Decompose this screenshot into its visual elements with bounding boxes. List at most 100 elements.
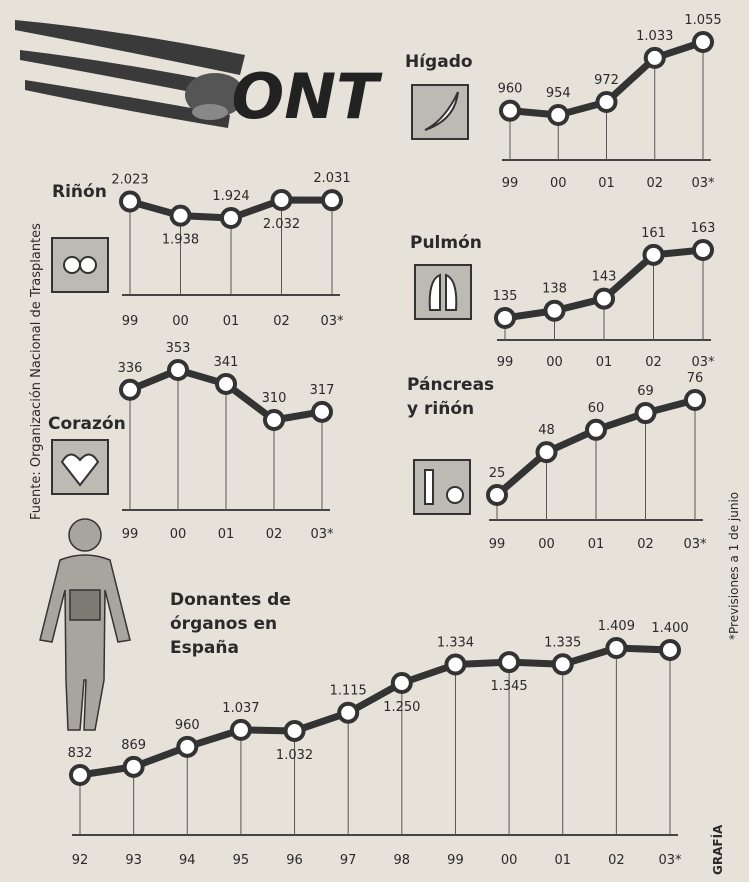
data-label: 972 [594,73,619,88]
x-tick-label: 01 [598,176,615,191]
x-tick-label: 03* [691,176,715,191]
data-label: 76 [687,371,704,386]
point [551,653,574,676]
x-tick-label: 98 [394,853,411,868]
x-tick-label: 03* [658,853,682,868]
data-label: 1.924 [212,189,249,204]
x-tick-label: 99 [489,537,506,552]
data-label: 869 [121,738,146,753]
data-label: 138 [542,282,567,297]
chart-title: Páncreas y riñón [407,375,495,419]
point [684,389,706,411]
point [176,735,199,758]
data-label: 1.250 [383,700,420,715]
x-tick-label: 00 [501,853,518,868]
point [122,755,145,778]
x-tick-label: 02 [645,355,662,370]
data-label: 69 [637,384,654,399]
point [692,31,714,53]
credit: GRAFÍA [710,824,725,875]
x-tick-label: 99 [502,176,519,191]
x-tick-label: 97 [340,853,357,868]
point [337,701,360,724]
point [499,99,521,122]
data-label: 1.335 [544,635,581,650]
x-tick-label: 00 [172,314,189,329]
data-label: 960 [498,82,523,97]
x-tick-label: 02 [637,537,654,552]
point [494,307,516,329]
point [642,243,665,266]
data-label: 317 [310,383,335,398]
x-tick-label: 02 [266,527,283,542]
footnote: *Previsiones a 1 de junio [727,492,741,640]
point [444,653,467,676]
x-tick-label: 01 [596,355,613,370]
point [585,418,607,441]
data-label: 310 [262,391,287,406]
point [547,104,570,126]
point [215,372,237,395]
point [643,46,666,69]
data-label: 353 [166,341,191,356]
x-tick-label: 96 [286,853,303,868]
point [270,189,293,211]
x-tick-label: 99 [122,527,139,542]
x-tick-label: 00 [550,176,567,191]
point [390,671,413,694]
data-label: 163 [691,221,716,236]
data-label: 341 [214,355,239,370]
point [692,239,714,261]
point [69,764,91,786]
chart-title: Hígado [405,52,473,72]
data-label: 48 [538,423,555,438]
x-tick-label: 94 [179,853,196,868]
x-tick-label: 02 [273,314,290,329]
data-label: 1.033 [636,29,673,44]
point [659,638,681,661]
data-label: 143 [592,270,617,285]
point [634,402,657,425]
x-tick-label: 92 [72,853,89,868]
point [486,484,508,506]
point [535,441,558,464]
data-label: 60 [588,401,605,416]
point [321,189,343,212]
point [263,409,285,431]
chart-title: Corazón [48,414,126,434]
x-tick-label: 00 [170,527,187,542]
data-label: 1.037 [222,701,259,716]
x-tick-label: 03* [691,355,715,370]
point [119,378,141,401]
x-tick-label: 01 [223,314,240,329]
x-tick-label: 02 [646,176,663,191]
x-tick-label: 93 [125,853,142,868]
point [283,719,306,742]
data-label: 1.400 [651,621,688,636]
data-label: 1.032 [276,748,313,763]
human-figure [39,518,131,731]
data-label: 135 [493,289,518,304]
data-label: 1.345 [490,679,527,694]
data-label: 832 [68,746,93,761]
point [498,651,521,674]
x-tick-label: 01 [218,527,235,542]
data-label: 161 [641,226,666,241]
data-label: 2.032 [263,217,300,232]
x-tick-label: 99 [122,314,139,329]
x-tick-label: 99 [447,853,464,868]
x-tick-label: 03* [310,527,334,542]
source: Fuente: Organización Nacional de Traspla… [29,223,44,520]
data-label: 954 [546,86,571,101]
point [229,718,252,741]
chart-title: Riñón [52,182,107,202]
x-tick-label: 00 [546,355,563,370]
chart-title: Pulmón [410,233,482,253]
data-label: 2.023 [111,173,148,188]
point [220,207,242,229]
series-line [79,644,671,779]
data-label: 336 [118,361,143,376]
x-tick-label: 01 [554,853,571,868]
point [595,90,618,113]
